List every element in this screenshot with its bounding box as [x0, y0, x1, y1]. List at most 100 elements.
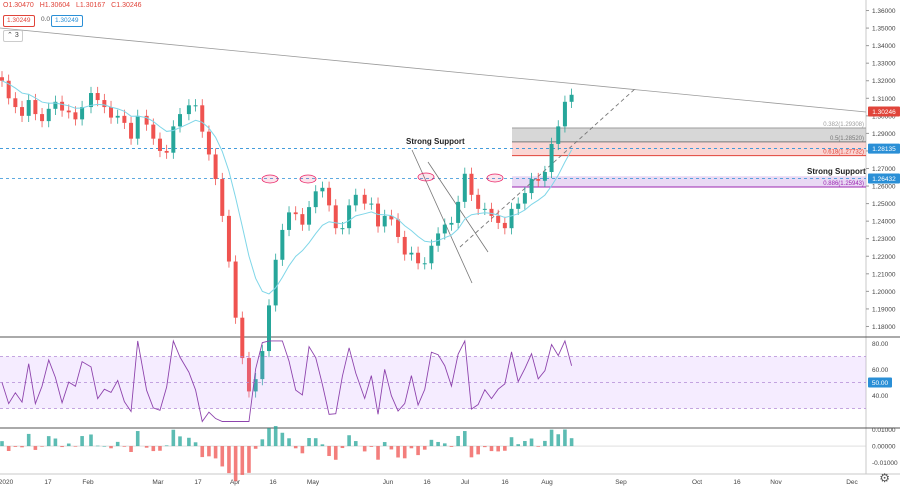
macd-bar	[193, 442, 198, 447]
macd-bar	[422, 446, 427, 450]
candle-body	[449, 222, 454, 225]
candle-body	[502, 222, 507, 229]
candle-body	[416, 252, 421, 264]
indicator-toggle[interactable]: ⌃ 3	[3, 30, 23, 42]
macd-bar	[122, 446, 127, 447]
candle-body	[300, 214, 305, 225]
macd-bar	[95, 445, 100, 447]
candle-body	[171, 126, 176, 153]
candle-body	[376, 203, 381, 227]
candle-body	[26, 100, 31, 116]
macd-bar	[200, 446, 205, 458]
macd-bar	[53, 438, 58, 447]
candle-body	[462, 173, 467, 202]
y-tick-label: 1.18000	[872, 324, 896, 331]
macd-bar	[89, 434, 93, 447]
support-label: Strong Support	[807, 167, 866, 176]
candle-body	[569, 94, 574, 102]
candle-body	[246, 358, 251, 392]
macd-bar	[529, 438, 534, 447]
x-tick-label: 17	[194, 479, 202, 486]
macd-bar	[496, 446, 500, 452]
candle-body	[200, 105, 205, 132]
macd-bar	[80, 436, 84, 447]
macd-tick-label: 0.01000	[872, 427, 896, 434]
macd-bar	[115, 441, 120, 447]
candle-body	[89, 93, 93, 108]
y-tick-label: 1.25000	[872, 201, 896, 208]
candle-body	[129, 122, 134, 139]
support-marker	[261, 174, 279, 184]
rsi-value-tag	[868, 377, 892, 388]
candle-body	[489, 208, 494, 216]
price-axis-tag	[868, 106, 900, 117]
macd-bar	[187, 437, 191, 447]
macd-bar	[66, 443, 71, 447]
y-tick-label: 1.30000	[872, 113, 896, 120]
macd-bar	[6, 446, 11, 451]
macd-bar	[287, 438, 291, 447]
x-tick-label: Nov	[770, 479, 782, 486]
macd-bar	[164, 445, 169, 447]
x-tick-label: Sep	[615, 479, 627, 486]
macd-bar	[416, 446, 420, 456]
candle-body	[164, 150, 169, 153]
macd-bar	[60, 446, 64, 448]
fib-zone-grey	[512, 127, 866, 142]
candle-body	[369, 203, 374, 205]
macd-bar	[247, 446, 251, 473]
macd-bar	[178, 436, 182, 447]
price-axis-tag	[868, 143, 900, 154]
candle-body	[260, 351, 265, 380]
macd-bar	[369, 446, 374, 447]
macd-bar	[300, 446, 305, 454]
macd-bar	[469, 446, 474, 458]
candle-body	[66, 110, 71, 113]
moving-average-line	[1, 80, 573, 295]
macd-bar	[313, 438, 318, 447]
candle-body	[0, 77, 4, 81]
candle-body	[240, 317, 245, 359]
macd-bar	[569, 438, 574, 447]
x-tick-label: 2020	[0, 479, 14, 486]
macd-bar	[523, 440, 527, 447]
macd-bar	[171, 429, 176, 447]
macd-bar	[40, 446, 44, 447]
y-tick-label: 1.20000	[872, 289, 896, 296]
macd-bar	[389, 446, 394, 450]
gear-icon[interactable]: ⚙	[879, 471, 890, 485]
macd-bar	[227, 446, 231, 474]
open-value: O1.30470	[3, 2, 34, 9]
macd-bar	[253, 446, 258, 449]
candle-body	[496, 215, 501, 223]
rising-trend-line	[459, 87, 637, 248]
buy-price-box[interactable]: 1.30249	[51, 15, 83, 27]
close-value: C1.30246	[111, 2, 142, 9]
y-tick-label: 1.26000	[872, 184, 896, 191]
macd-bar	[13, 446, 18, 447]
macd-bar	[102, 445, 107, 447]
candle-body	[327, 187, 332, 206]
candle-body	[6, 80, 11, 99]
candle-body	[206, 131, 211, 155]
support-marker	[299, 174, 317, 184]
x-tick-label: Dec	[846, 479, 858, 486]
macd-bar	[327, 446, 331, 457]
candle-body	[409, 252, 414, 255]
macd-bar	[280, 432, 285, 447]
indicator-count: 3	[14, 32, 19, 39]
low-value: L1.30167	[76, 2, 106, 9]
candle-body	[307, 207, 312, 225]
macd-bar	[333, 446, 338, 460]
macd-bar	[503, 446, 507, 451]
candle-body	[313, 191, 318, 208]
x-tick-label: Apr	[230, 479, 241, 486]
sell-price-box[interactable]: 1.30249	[3, 15, 35, 27]
rsi-line	[1, 339, 573, 423]
candle-body	[529, 179, 534, 194]
candle-body	[53, 101, 58, 109]
candle-body	[562, 101, 567, 127]
candle-body	[542, 172, 547, 181]
